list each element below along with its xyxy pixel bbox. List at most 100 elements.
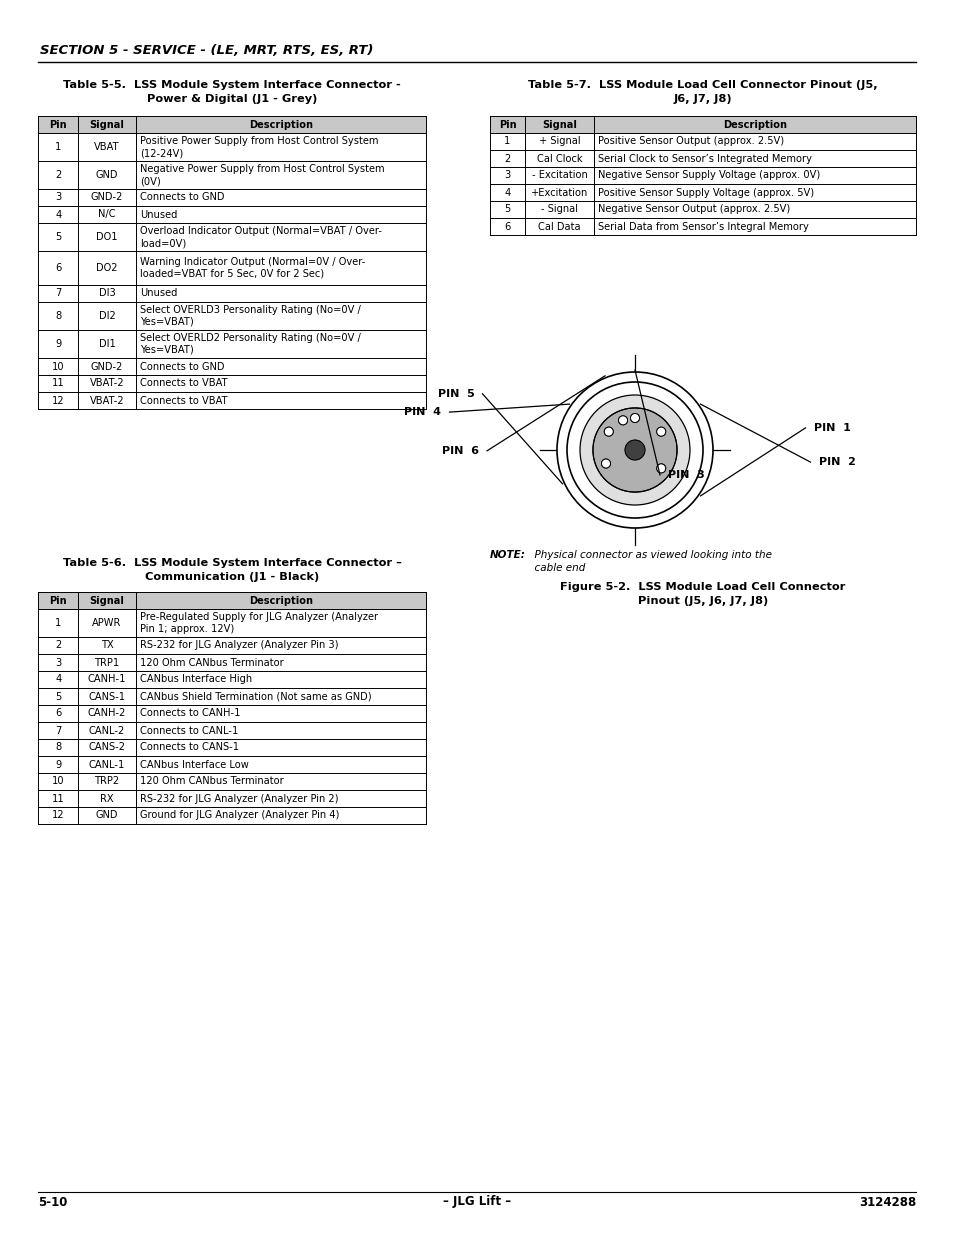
- Text: RS-232 for JLG Analyzer (Analyzer Pin 3): RS-232 for JLG Analyzer (Analyzer Pin 3): [140, 641, 338, 651]
- Text: 12: 12: [51, 810, 65, 820]
- Text: 11: 11: [51, 794, 65, 804]
- Text: 11: 11: [51, 378, 65, 389]
- Text: Pin: Pin: [50, 595, 67, 605]
- Text: Serial Data from Sensor’s Integral Memory: Serial Data from Sensor’s Integral Memor…: [598, 221, 808, 231]
- Text: PIN  3: PIN 3: [667, 471, 704, 480]
- Circle shape: [656, 464, 665, 473]
- Text: 6: 6: [55, 263, 61, 273]
- Text: 5: 5: [504, 205, 510, 215]
- Text: Pinout (J5, J6, J7, J8): Pinout (J5, J6, J7, J8): [638, 597, 767, 606]
- Text: CANL-1: CANL-1: [89, 760, 125, 769]
- Text: - Excitation: - Excitation: [531, 170, 587, 180]
- Text: Connects to VBAT: Connects to VBAT: [140, 395, 227, 405]
- Text: 7: 7: [55, 725, 61, 736]
- Text: 8: 8: [55, 311, 61, 321]
- Text: - Signal: - Signal: [540, 205, 578, 215]
- Text: 120 Ohm CANbus Terminator: 120 Ohm CANbus Terminator: [140, 657, 283, 667]
- Text: Table 5-5.  LSS Module System Interface Connector -: Table 5-5. LSS Module System Interface C…: [63, 80, 400, 90]
- Text: – JLG Lift –: – JLG Lift –: [442, 1195, 511, 1209]
- Text: Description: Description: [249, 120, 313, 130]
- Text: Unused: Unused: [140, 210, 177, 220]
- Text: 5: 5: [55, 232, 61, 242]
- Text: PIN  5: PIN 5: [437, 389, 474, 399]
- Text: Ground for JLG Analyzer (Analyzer Pin 4): Ground for JLG Analyzer (Analyzer Pin 4): [140, 810, 339, 820]
- Wedge shape: [629, 409, 676, 464]
- Text: Cal Clock: Cal Clock: [537, 153, 581, 163]
- Text: Serial Clock to Sensor’s Integrated Memory: Serial Clock to Sensor’s Integrated Memo…: [598, 153, 811, 163]
- Bar: [490, 116, 915, 133]
- Text: + Signal: + Signal: [538, 137, 579, 147]
- Text: Pin: Pin: [50, 120, 67, 130]
- Text: 120 Ohm CANbus Terminator: 120 Ohm CANbus Terminator: [140, 777, 283, 787]
- Text: Power & Digital (J1 - Grey): Power & Digital (J1 - Grey): [147, 94, 316, 104]
- Text: CANS-1: CANS-1: [89, 692, 126, 701]
- Circle shape: [566, 382, 702, 517]
- Text: 5-10: 5-10: [38, 1195, 68, 1209]
- Text: Negative Sensor Output (approx. 2.5V): Negative Sensor Output (approx. 2.5V): [598, 205, 789, 215]
- Text: 1: 1: [55, 618, 61, 629]
- Text: CANbus Interface Low: CANbus Interface Low: [140, 760, 249, 769]
- Circle shape: [630, 414, 639, 422]
- Text: Negative Sensor Supply Voltage (approx. 0V): Negative Sensor Supply Voltage (approx. …: [598, 170, 820, 180]
- Wedge shape: [594, 410, 676, 492]
- Text: 4: 4: [504, 188, 510, 198]
- Text: 1: 1: [504, 137, 510, 147]
- Text: Warning Indicator Output (Normal=0V / Over-
loaded=VBAT for 5 Sec, 0V for 2 Sec): Warning Indicator Output (Normal=0V / Ov…: [140, 257, 365, 279]
- Text: DI1: DI1: [98, 338, 115, 350]
- Text: 12: 12: [51, 395, 65, 405]
- Text: 8: 8: [55, 742, 61, 752]
- Text: Physical connector as viewed looking into the: Physical connector as viewed looking int…: [527, 550, 771, 559]
- Circle shape: [601, 459, 610, 468]
- Text: Connects to GND: Connects to GND: [140, 362, 224, 372]
- Text: VBAT: VBAT: [94, 142, 120, 152]
- Text: CANbus Shield Termination (Not same as GND): CANbus Shield Termination (Not same as G…: [140, 692, 371, 701]
- Text: cable end: cable end: [527, 563, 585, 573]
- Text: RS-232 for JLG Analyzer (Analyzer Pin 2): RS-232 for JLG Analyzer (Analyzer Pin 2): [140, 794, 338, 804]
- Circle shape: [630, 414, 639, 422]
- Text: Description: Description: [249, 595, 313, 605]
- Text: Communication (J1 - Black): Communication (J1 - Black): [145, 572, 319, 582]
- Text: TX: TX: [101, 641, 113, 651]
- Circle shape: [601, 459, 610, 468]
- Text: Select OVERLD2 Personality Rating (No=0V /
Yes=VBAT): Select OVERLD2 Personality Rating (No=0V…: [140, 333, 360, 354]
- Text: NOTE:: NOTE:: [490, 550, 525, 559]
- Text: J6, J7, J8): J6, J7, J8): [673, 94, 732, 104]
- Circle shape: [593, 408, 677, 492]
- Text: VBAT-2: VBAT-2: [90, 395, 124, 405]
- Wedge shape: [594, 409, 660, 492]
- Circle shape: [603, 427, 613, 436]
- Text: VBAT-2: VBAT-2: [90, 378, 124, 389]
- Circle shape: [656, 427, 665, 436]
- Text: PIN  6: PIN 6: [441, 446, 478, 456]
- Text: CANL-2: CANL-2: [89, 725, 125, 736]
- Text: 5: 5: [55, 692, 61, 701]
- Text: GND-2: GND-2: [91, 193, 123, 203]
- Circle shape: [557, 372, 712, 529]
- Text: Connects to CANH-1: Connects to CANH-1: [140, 709, 240, 719]
- Text: Signal: Signal: [90, 595, 125, 605]
- Circle shape: [618, 416, 627, 425]
- Text: 1: 1: [55, 142, 61, 152]
- Text: CANbus Interface High: CANbus Interface High: [140, 674, 252, 684]
- Text: GND-2: GND-2: [91, 362, 123, 372]
- Text: TRP2: TRP2: [94, 777, 119, 787]
- Text: 9: 9: [55, 760, 61, 769]
- Text: RX: RX: [100, 794, 113, 804]
- Text: +Excitation: +Excitation: [530, 188, 587, 198]
- Text: Signal: Signal: [90, 120, 125, 130]
- Text: DI3: DI3: [98, 289, 115, 299]
- Text: 3: 3: [55, 193, 61, 203]
- Text: GND: GND: [95, 170, 118, 180]
- Text: 3: 3: [504, 170, 510, 180]
- Text: Signal: Signal: [541, 120, 577, 130]
- Text: DI2: DI2: [98, 311, 115, 321]
- Text: N/C: N/C: [98, 210, 115, 220]
- Circle shape: [656, 427, 665, 436]
- Text: Cal Data: Cal Data: [537, 221, 580, 231]
- Text: Positive Sensor Supply Voltage (approx. 5V): Positive Sensor Supply Voltage (approx. …: [598, 188, 813, 198]
- Text: 10: 10: [51, 362, 65, 372]
- Wedge shape: [594, 410, 676, 492]
- Text: Figure 5-2.  LSS Module Load Cell Connector: Figure 5-2. LSS Module Load Cell Connect…: [559, 582, 844, 592]
- Wedge shape: [594, 417, 628, 457]
- Text: CANS-2: CANS-2: [89, 742, 126, 752]
